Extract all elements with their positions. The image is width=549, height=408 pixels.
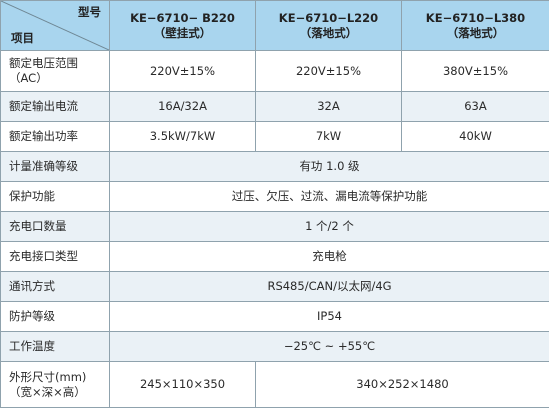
- table-row: 充电口数量 1 个/2 个: [1, 212, 549, 242]
- table-row: 充电接口类型 充电枪: [1, 242, 549, 272]
- row-label: 防护等级: [1, 302, 110, 332]
- table-cell: 380V±15%: [402, 51, 549, 92]
- table-cell: RS485/CAN/以太网/4G: [110, 272, 549, 302]
- model-header-l380: KE−6710−L380 （落地式）: [402, 1, 549, 51]
- row-label: 通讯方式: [1, 272, 110, 302]
- table-cell: 3.5kW/7kW: [110, 122, 256, 152]
- model-type: （落地式）: [256, 26, 401, 41]
- model-type: （壁挂式）: [110, 26, 255, 41]
- table-cell: −25℃ ~ +55℃: [110, 332, 549, 362]
- table-cell: 63A: [402, 92, 549, 122]
- row-label-line: （宽×深×高）: [9, 385, 109, 400]
- table-cell: 16A/32A: [110, 92, 256, 122]
- row-label: 充电接口类型: [1, 242, 110, 272]
- row-label: 额定输出功率: [1, 122, 110, 152]
- row-label: 工作温度: [1, 332, 110, 362]
- corner-header-cell: 型号 项目: [1, 1, 110, 51]
- row-label-line: 外形尺寸(mm): [9, 370, 109, 385]
- model-header-b220: KE−6710− B220 （壁挂式）: [110, 1, 256, 51]
- header-row: 型号 项目 KE−6710− B220 （壁挂式） KE−6710−L220 （…: [1, 1, 549, 51]
- row-label-line: （AC）: [9, 71, 109, 86]
- table-row: 工作温度 −25℃ ~ +55℃: [1, 332, 549, 362]
- row-label: 额定电压范围 （AC）: [1, 51, 110, 92]
- table-row: 通讯方式 RS485/CAN/以太网/4G: [1, 272, 549, 302]
- table-cell: 过压、欠压、过流、漏电流等保护功能: [110, 182, 549, 212]
- table-row: 保护功能 过压、欠压、过流、漏电流等保护功能: [1, 182, 549, 212]
- table-cell: 充电枪: [110, 242, 549, 272]
- table-cell: 7kW: [256, 122, 402, 152]
- model-type: （落地式）: [402, 26, 549, 41]
- table-row: 防护等级 IP54: [1, 302, 549, 332]
- row-label: 外形尺寸(mm) （宽×深×高）: [1, 362, 110, 408]
- table-cell: IP54: [110, 302, 549, 332]
- table-cell: 220V±15%: [256, 51, 402, 92]
- table-cell: 245×110×350: [110, 362, 256, 408]
- table-row: 计量准确等级 有功 1.0 级: [1, 152, 549, 182]
- table-cell: 40kW: [402, 122, 549, 152]
- corner-item-label: 项目: [11, 31, 34, 46]
- model-name: KE−6710− B220: [110, 11, 255, 26]
- corner-model-label: 型号: [78, 5, 101, 20]
- table-row: 额定输出电流 16A/32A 32A 63A: [1, 92, 549, 122]
- table-cell: 340×252×1480: [256, 362, 549, 408]
- table-row: 额定输出功率 3.5kW/7kW 7kW 40kW: [1, 122, 549, 152]
- table-row: 外形尺寸(mm) （宽×深×高） 245×110×350 340×252×148…: [1, 362, 549, 408]
- row-label: 充电口数量: [1, 212, 110, 242]
- model-name: KE−6710−L220: [256, 11, 401, 26]
- model-header-l220: KE−6710−L220 （落地式）: [256, 1, 402, 51]
- table-row: 额定电压范围 （AC） 220V±15% 220V±15% 380V±15%: [1, 51, 549, 92]
- row-label: 保护功能: [1, 182, 110, 212]
- row-label: 额定输出电流: [1, 92, 110, 122]
- model-name: KE−6710−L380: [402, 11, 549, 26]
- table-cell: 220V±15%: [110, 51, 256, 92]
- table-cell: 1 个/2 个: [110, 212, 549, 242]
- row-label: 计量准确等级: [1, 152, 110, 182]
- row-label-line: 额定电压范围: [9, 56, 109, 71]
- table-cell: 32A: [256, 92, 402, 122]
- table-cell: 有功 1.0 级: [110, 152, 549, 182]
